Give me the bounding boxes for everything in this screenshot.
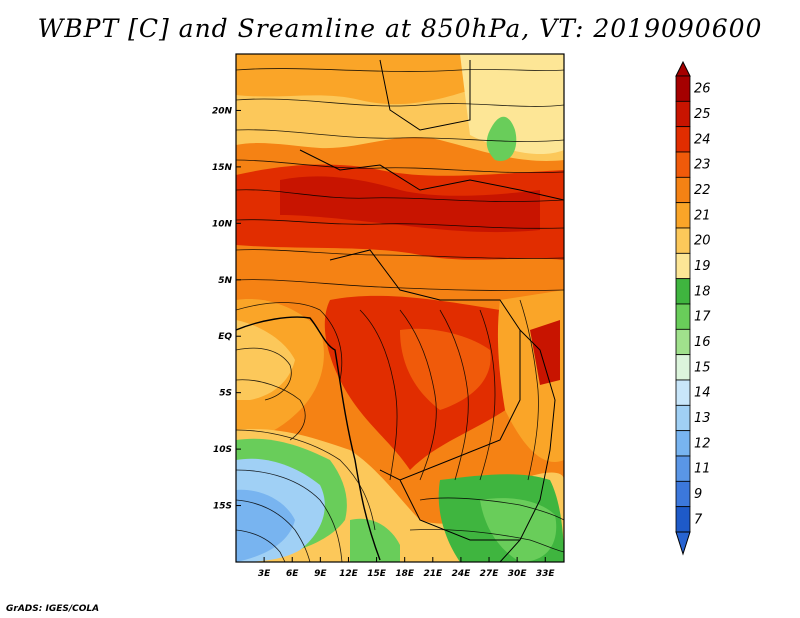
colorbar-label: 15 (694, 360, 711, 375)
colorbar-swatch (675, 126, 691, 153)
x-tick-label: 15E (367, 569, 387, 579)
colorbar-swatch (675, 151, 691, 178)
colorbar-label: 22 (694, 183, 711, 198)
colorbar-swatch (675, 328, 691, 356)
colorbar-label: 17 (694, 310, 711, 325)
x-tick-label: 12E (339, 569, 359, 579)
y-tick-label: 5N (218, 276, 232, 286)
y-tick-label: 15S (213, 502, 232, 512)
colorbar-label: 21 (694, 208, 711, 223)
colorbar-top-arrow (675, 60, 691, 77)
colorbar-label: 11 (694, 462, 711, 477)
colorbar-label: 12 (694, 436, 711, 451)
y-tick-label: EQ (218, 332, 232, 342)
colorbar-swatch (675, 227, 691, 254)
colorbar-swatch (675, 202, 691, 229)
colorbar-swatch (675, 430, 691, 457)
x-tick-label: 27E (480, 569, 500, 579)
colorbar-swatch (675, 252, 691, 280)
colorbar-label: 20 (694, 234, 711, 249)
y-tick-label: 15N (212, 163, 233, 173)
x-tick-label: 18E (395, 569, 415, 579)
colorbar-label: 23 (694, 158, 711, 173)
colorbar-swatch (675, 100, 691, 128)
colorbar-swatch (675, 506, 691, 533)
colorbar-swatch (675, 75, 691, 102)
map-title: WBPT [C] and Sreamline at 850hPa, VT: 20… (37, 14, 763, 43)
colorbar-label: 14 (694, 386, 711, 401)
colorbar-label: 19 (694, 259, 711, 274)
y-axis: 20N 15N 10N 5N EQ 5S 10S 15S (212, 106, 241, 512)
x-tick-label: 6E (286, 569, 299, 579)
streamlines (236, 68, 564, 562)
colorbar-swatch (675, 303, 691, 330)
colorbar-label: 16 (694, 335, 711, 350)
map-frame (235, 53, 565, 563)
y-tick-label: 20N (212, 106, 233, 116)
colorbar-label: 24 (694, 132, 711, 147)
y-tick-label: 10S (213, 445, 232, 455)
colorbar-swatch (675, 455, 691, 482)
x-axis: 3E 6E 9E 12E 15E 18E 21E 24E 27E 30E 33E (258, 557, 556, 579)
colorbar-label: 26 (694, 82, 711, 97)
y-tick-label: 10N (212, 219, 233, 229)
x-tick-label: 33E (536, 569, 556, 579)
colorbar-swatch (675, 278, 691, 305)
x-tick-label: 24E (452, 569, 472, 579)
grads-credit: GrADS: IGES/COLA (6, 604, 100, 614)
colorbar-label: 18 (694, 284, 711, 299)
x-tick-label: 3E (258, 569, 271, 579)
colorbar-label: 13 (694, 411, 711, 426)
colorbar-bottom-arrow (675, 531, 691, 556)
x-tick-label: 9E (314, 569, 327, 579)
colorbar-swatch (675, 176, 691, 204)
y-tick-label: 5S (219, 389, 232, 399)
wbpt-field (236, 54, 564, 562)
colorbar-swatch (675, 480, 691, 508)
colorbar-label: 25 (694, 107, 711, 122)
colorbar-swatch (675, 404, 691, 432)
colorbar-swatch (675, 354, 691, 381)
colorbar-swatch (675, 379, 691, 406)
colorbar-label: 9 (694, 487, 702, 502)
x-tick-label: 30E (508, 569, 528, 579)
colorbar-label: 7 (694, 512, 703, 527)
colorbar: 26 25 24 23 22 21 20 19 18 17 16 15 14 13 12 11 9 7 (675, 60, 711, 556)
x-tick-label: 21E (423, 569, 443, 579)
